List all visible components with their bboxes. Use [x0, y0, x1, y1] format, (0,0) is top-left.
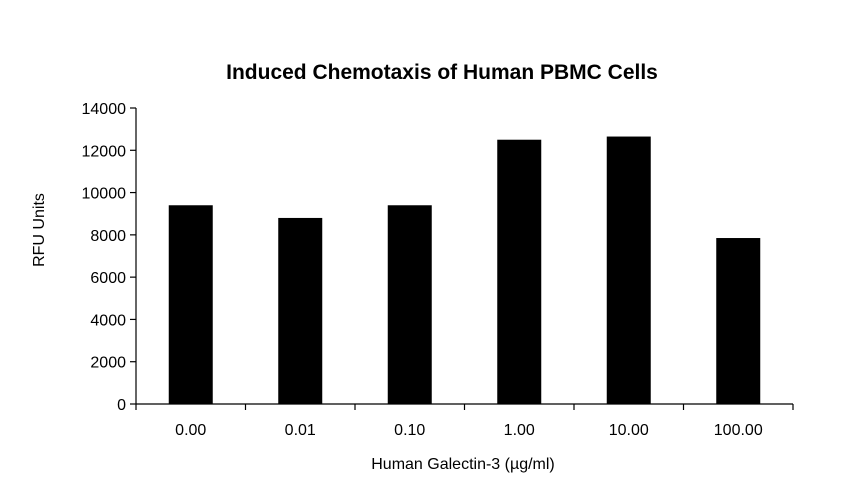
y-tick-label: 10000	[82, 186, 127, 203]
x-category-label: 100.00	[714, 422, 763, 439]
y-tick-label: 6000	[90, 270, 126, 287]
bar-1.00	[497, 139, 542, 404]
y-tick-label: 12000	[82, 143, 127, 160]
bar-0.00	[168, 205, 213, 404]
x-axis-label: Human Galectin-3 (µg/ml)	[371, 456, 555, 473]
y-axis: 0 2000 4000 6000 8000 10000 12000 14000	[82, 101, 137, 414]
x-category-label: 0.01	[285, 422, 316, 439]
x-ticks: 0.00 0.01 0.10 1.00 10.00 100.00	[135, 404, 794, 439]
x-axis: 0.00 0.01 0.10 1.00 10.00 100.00	[135, 403, 794, 439]
bar-10.00	[606, 136, 651, 405]
y-tick-label: 8000	[90, 228, 126, 245]
y-tick-label: 4000	[90, 312, 126, 329]
y-tick-label: 2000	[90, 355, 126, 372]
x-category-label: 0.00	[175, 422, 206, 439]
chart-title: Induced Chemotaxis of Human PBMC Cells	[226, 61, 658, 84]
y-tick-label: 14000	[82, 101, 127, 118]
bars	[168, 136, 761, 405]
bar-100.00	[716, 238, 761, 404]
bar-0.01	[278, 217, 323, 404]
x-category-label: 0.10	[394, 422, 425, 439]
bar-0.10	[387, 205, 432, 404]
y-tick-label: 0	[117, 397, 126, 414]
x-category-label: 1.00	[504, 422, 535, 439]
y-axis-label: RFU Units	[31, 193, 48, 267]
y-ticks: 0 2000 4000 6000 8000 10000 12000 14000	[82, 101, 136, 414]
x-category-label: 10.00	[609, 422, 649, 439]
